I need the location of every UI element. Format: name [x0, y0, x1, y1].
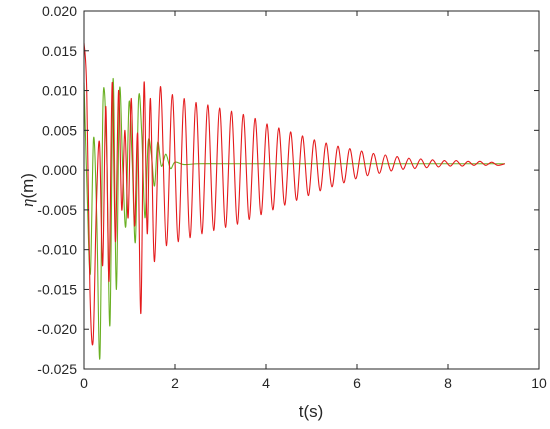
- y-axis-label-unit: (m): [18, 173, 37, 198]
- series-line-0: [83, 42, 506, 346]
- x-tick-label: 2: [171, 375, 179, 391]
- x-tick-label: 0: [80, 375, 88, 391]
- series-layer: [83, 42, 506, 360]
- y-tick-label: 0.000: [42, 162, 77, 178]
- y-axis-label-symbol: η: [18, 199, 37, 207]
- y-tick-label: -0.015: [37, 281, 77, 297]
- x-tick-label: 4: [262, 375, 270, 391]
- x-tick-label: 8: [444, 375, 452, 391]
- x-axis: 0 2 4 6 8 10: [80, 11, 547, 391]
- y-tick-label: 0.020: [42, 3, 77, 19]
- y-tick-label: -0.010: [37, 242, 77, 258]
- y-axis-label: η(m): [18, 173, 37, 207]
- plot-area-background: [84, 11, 539, 369]
- y-tick-label: -0.020: [37, 321, 77, 337]
- x-axis-label: t(s): [299, 402, 324, 421]
- y-tick-label: 0.010: [42, 83, 77, 99]
- y-tick-label: -0.005: [37, 202, 77, 218]
- y-tick-label: 0.015: [42, 43, 77, 59]
- y-axis: -0.025 -0.020 -0.015 -0.010 -0.005 0.000 0.005…: [37, 3, 539, 377]
- y-tick-label: -0.025: [37, 361, 77, 377]
- x-tick-label: 6: [353, 375, 361, 391]
- plot-area-frame: [83, 10, 540, 370]
- x-tick-label: 10: [531, 375, 547, 391]
- y-tick-label: 0.005: [42, 122, 77, 138]
